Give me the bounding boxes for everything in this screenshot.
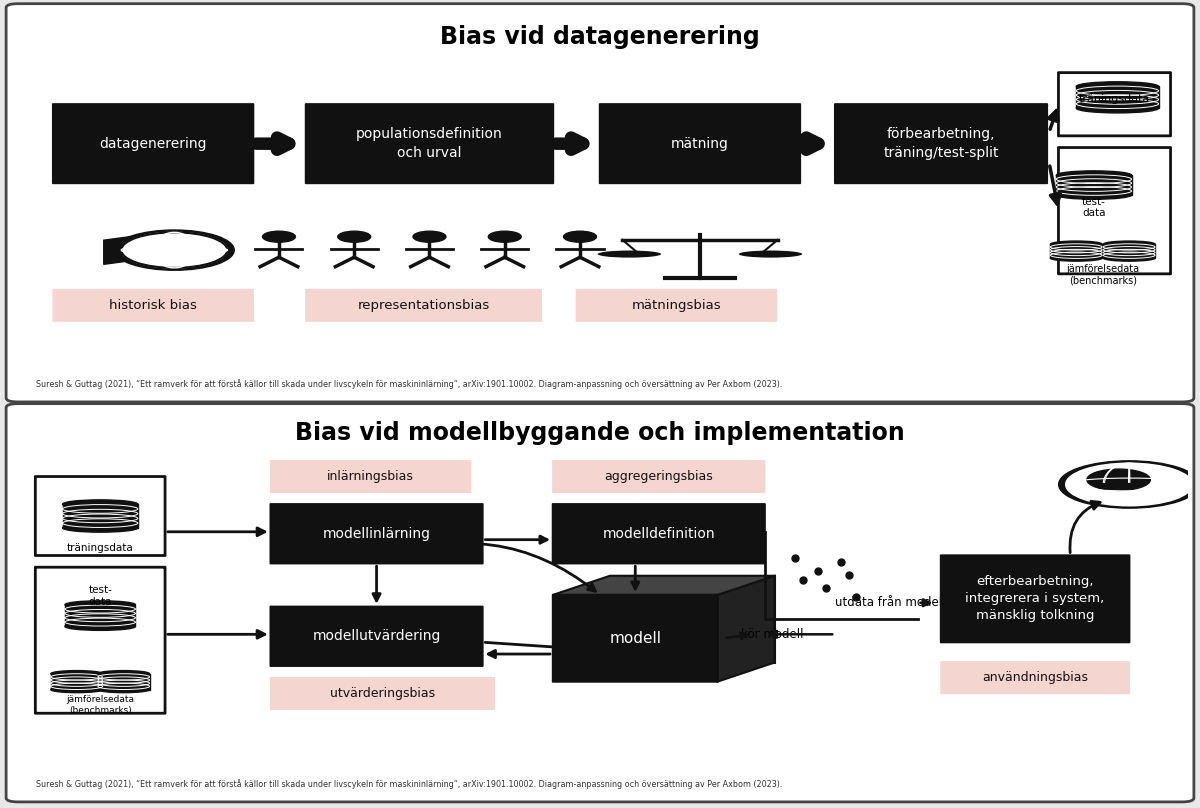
Text: Suresh & Guttag (2021), “Ett ramverk för att förstå källor till skada under livs: Suresh & Guttag (2021), “Ett ramverk för…: [36, 779, 782, 789]
Text: datagenerering: datagenerering: [100, 137, 206, 150]
Polygon shape: [1076, 86, 1159, 108]
Text: Bias vid modellbyggande och implementation: Bias vid modellbyggande och implementati…: [295, 421, 905, 445]
Ellipse shape: [739, 250, 803, 258]
FancyBboxPatch shape: [553, 595, 718, 682]
Polygon shape: [718, 576, 774, 682]
Ellipse shape: [50, 671, 102, 677]
Text: populationsdefinition
och urval: populationsdefinition och urval: [356, 128, 503, 160]
Text: mätningsbias: mätningsbias: [631, 299, 721, 312]
Ellipse shape: [65, 622, 136, 630]
Polygon shape: [98, 674, 150, 689]
Text: användningsbias: användningsbias: [982, 671, 1088, 684]
Text: jämförelsedata
(benchmarks): jämförelsedata (benchmarks): [66, 696, 134, 715]
Circle shape: [413, 231, 446, 242]
Ellipse shape: [1056, 191, 1132, 200]
Text: modell: modell: [610, 631, 661, 646]
FancyBboxPatch shape: [35, 567, 166, 713]
FancyBboxPatch shape: [1058, 148, 1170, 274]
Ellipse shape: [1103, 241, 1156, 247]
Text: mätning: mätning: [671, 137, 728, 150]
Text: kör modell: kör modell: [742, 628, 804, 641]
FancyBboxPatch shape: [553, 461, 764, 492]
Circle shape: [1066, 463, 1193, 506]
Ellipse shape: [1076, 103, 1159, 113]
Text: Bias vid datagenerering: Bias vid datagenerering: [440, 25, 760, 49]
Polygon shape: [136, 236, 167, 264]
Polygon shape: [610, 576, 774, 663]
Polygon shape: [103, 236, 136, 264]
Polygon shape: [65, 604, 136, 626]
Text: utdata från modell: utdata från modell: [835, 596, 946, 609]
Circle shape: [1087, 469, 1151, 490]
FancyBboxPatch shape: [53, 289, 253, 321]
FancyBboxPatch shape: [271, 461, 470, 492]
Text: träningsdata: träningsdata: [67, 544, 133, 553]
Text: modelldefinition: modelldefinition: [602, 527, 715, 541]
Ellipse shape: [1076, 82, 1159, 91]
FancyBboxPatch shape: [1058, 73, 1170, 136]
Ellipse shape: [62, 500, 138, 508]
FancyBboxPatch shape: [6, 404, 1194, 802]
Ellipse shape: [98, 686, 150, 692]
Ellipse shape: [1103, 255, 1156, 261]
FancyBboxPatch shape: [6, 4, 1194, 402]
Text: efterbearbetning,
integrerera i system,
mänsklig tolkning: efterbearbetning, integrerera i system, …: [966, 575, 1105, 622]
Polygon shape: [1103, 244, 1156, 258]
Text: Suresh & Guttag (2021), “Ett ramverk för att förstå källor till skada under livs: Suresh & Guttag (2021), “Ett ramverk för…: [36, 379, 782, 389]
Polygon shape: [50, 674, 102, 689]
FancyBboxPatch shape: [941, 662, 1129, 693]
Ellipse shape: [50, 686, 102, 692]
FancyBboxPatch shape: [941, 555, 1129, 642]
Circle shape: [337, 231, 371, 242]
Circle shape: [488, 231, 521, 242]
Ellipse shape: [65, 601, 136, 608]
Text: förbearbetning,
träning/test-split: förbearbetning, träning/test-split: [883, 128, 998, 160]
FancyBboxPatch shape: [53, 104, 253, 183]
Text: träningsdata: träningsdata: [1079, 95, 1150, 104]
Text: test-
data: test- data: [89, 585, 112, 607]
Circle shape: [263, 231, 295, 242]
Text: representationsbias: representationsbias: [358, 299, 490, 312]
FancyBboxPatch shape: [35, 477, 166, 556]
Ellipse shape: [1050, 241, 1102, 247]
FancyBboxPatch shape: [576, 289, 776, 321]
Ellipse shape: [1050, 255, 1102, 261]
Circle shape: [1058, 461, 1200, 508]
Ellipse shape: [62, 524, 138, 532]
FancyBboxPatch shape: [270, 504, 482, 563]
Text: historisk bias: historisk bias: [109, 299, 197, 312]
Text: aggregeringsbias: aggregeringsbias: [605, 470, 713, 483]
FancyBboxPatch shape: [271, 678, 494, 709]
Text: modellinlärning: modellinlärning: [323, 527, 431, 541]
FancyBboxPatch shape: [835, 104, 1048, 183]
Polygon shape: [1056, 175, 1132, 195]
Polygon shape: [1050, 244, 1102, 258]
FancyBboxPatch shape: [270, 607, 482, 666]
FancyBboxPatch shape: [306, 104, 553, 183]
Ellipse shape: [598, 250, 661, 258]
Ellipse shape: [1056, 170, 1132, 179]
Text: test-
data: test- data: [1082, 197, 1106, 218]
Text: utvärderingsbias: utvärderingsbias: [330, 687, 436, 700]
FancyBboxPatch shape: [553, 504, 764, 563]
Circle shape: [564, 231, 596, 242]
Polygon shape: [62, 504, 138, 528]
Circle shape: [121, 233, 227, 268]
FancyBboxPatch shape: [306, 289, 541, 321]
Text: modellutvärdering: modellutvärdering: [312, 629, 440, 643]
FancyBboxPatch shape: [600, 104, 800, 183]
Text: inlärningsbias: inlärningsbias: [328, 470, 414, 483]
Text: träningsdata: träningsdata: [1076, 98, 1152, 111]
Text: jämförelsedata
(benchmarks): jämförelsedata (benchmarks): [1066, 264, 1139, 285]
Circle shape: [114, 230, 234, 270]
Polygon shape: [553, 576, 774, 595]
Ellipse shape: [98, 671, 150, 677]
